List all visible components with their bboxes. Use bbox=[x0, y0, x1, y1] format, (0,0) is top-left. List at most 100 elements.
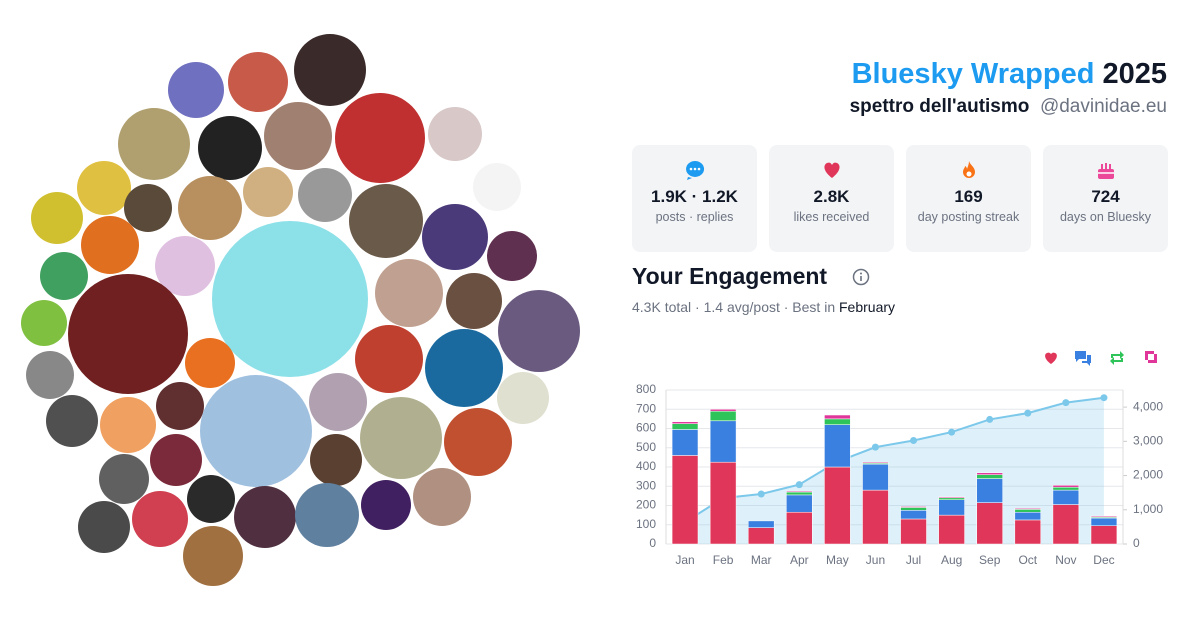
avatar[interactable] bbox=[446, 273, 502, 329]
avatar[interactable] bbox=[212, 221, 368, 377]
avatar[interactable] bbox=[183, 526, 243, 586]
legend-icon bbox=[1110, 351, 1124, 365]
avatar[interactable] bbox=[118, 108, 190, 180]
avatar[interactable] bbox=[243, 167, 293, 217]
avatar[interactable] bbox=[309, 373, 367, 431]
avatar[interactable] bbox=[425, 329, 503, 407]
avatar[interactable] bbox=[168, 62, 224, 118]
avatar[interactable] bbox=[428, 107, 482, 161]
avatar[interactable] bbox=[150, 434, 202, 486]
avatar[interactable] bbox=[349, 184, 423, 258]
bar-segment bbox=[709, 461, 737, 545]
title: Bluesky Wrapped 2025 bbox=[852, 58, 1167, 91]
avatar[interactable] bbox=[444, 408, 512, 476]
y-tick-label: 600 bbox=[636, 421, 656, 435]
avatar[interactable] bbox=[264, 102, 332, 170]
avatar[interactable] bbox=[185, 338, 235, 388]
bar-segment bbox=[938, 514, 965, 545]
title-brand: Bluesky Wrapped bbox=[851, 58, 1095, 90]
stat-card: 724 days on Bluesky bbox=[1043, 145, 1168, 252]
avatar[interactable] bbox=[413, 468, 471, 526]
avatar[interactable] bbox=[40, 252, 88, 300]
stat-value: 1.9K · 1.2K bbox=[651, 187, 738, 206]
avatar[interactable] bbox=[310, 434, 362, 486]
avatar[interactable] bbox=[487, 231, 537, 281]
avatar[interactable] bbox=[360, 397, 442, 479]
bar-segment bbox=[824, 418, 851, 425]
avatar[interactable] bbox=[497, 372, 549, 424]
avatar[interactable] bbox=[99, 454, 149, 504]
avatar[interactable] bbox=[355, 325, 423, 393]
y2-tick-label: 4,000 bbox=[1133, 399, 1163, 413]
bar-segment bbox=[709, 420, 737, 463]
stat-label: days on Bluesky bbox=[1059, 210, 1152, 224]
area bbox=[685, 397, 1104, 544]
avatar[interactable] bbox=[124, 184, 172, 232]
point bbox=[910, 436, 918, 444]
bar-segment bbox=[862, 461, 889, 464]
y2-tick-label: 2,000 bbox=[1133, 468, 1163, 482]
y-tick-label: 200 bbox=[636, 498, 656, 512]
bar-segment bbox=[1090, 517, 1118, 526]
bar-segment bbox=[900, 518, 927, 545]
point bbox=[795, 481, 803, 489]
avatar[interactable] bbox=[198, 116, 262, 180]
avatar-cloud bbox=[21, 34, 580, 586]
avatar[interactable] bbox=[335, 93, 425, 183]
handle[interactable]: @davinidae.eu bbox=[1039, 96, 1167, 117]
x-tick-label: Aug bbox=[941, 553, 962, 567]
point bbox=[757, 490, 765, 498]
avatar[interactable] bbox=[498, 290, 580, 372]
avatar[interactable] bbox=[200, 375, 312, 487]
avatar[interactable] bbox=[375, 259, 443, 327]
x-tick-label: Dec bbox=[1093, 553, 1114, 567]
avatar[interactable] bbox=[473, 163, 521, 211]
bar-segment bbox=[671, 455, 699, 545]
avatar[interactable] bbox=[78, 501, 130, 553]
bar-segment bbox=[900, 506, 927, 508]
icon-likes bbox=[824, 162, 840, 178]
bar-segment bbox=[938, 497, 965, 500]
info-icon[interactable] bbox=[852, 268, 872, 288]
avatar[interactable] bbox=[298, 168, 352, 222]
avatar[interactable] bbox=[234, 486, 296, 548]
x-tick-label: Jul bbox=[906, 553, 921, 567]
bar-segment bbox=[1090, 525, 1118, 545]
avatar[interactable] bbox=[81, 216, 139, 274]
stat-value: 2.8K bbox=[813, 187, 850, 206]
avatar[interactable] bbox=[156, 382, 204, 430]
avatar[interactable] bbox=[155, 236, 215, 296]
bar-segment bbox=[938, 496, 965, 499]
avatar[interactable] bbox=[68, 274, 188, 394]
stat-card: 1.9K · 1.2K posts · replies bbox=[632, 145, 757, 252]
avatar[interactable] bbox=[77, 161, 131, 215]
avatar[interactable] bbox=[361, 480, 411, 530]
avatar[interactable] bbox=[100, 397, 156, 453]
bar-segment bbox=[786, 491, 813, 496]
y2-tick-label: 3,000 bbox=[1133, 434, 1163, 448]
bar-segment bbox=[862, 489, 889, 545]
avatar[interactable] bbox=[187, 475, 235, 523]
point bbox=[1024, 409, 1032, 417]
bar-segment bbox=[709, 410, 737, 422]
bar-segment bbox=[862, 463, 889, 491]
bar-segment bbox=[938, 499, 965, 516]
avatar[interactable] bbox=[26, 351, 74, 399]
avatar[interactable] bbox=[228, 52, 288, 112]
avatar[interactable] bbox=[295, 483, 359, 547]
x-tick-label: Jan bbox=[675, 553, 694, 567]
x-tick-label: Nov bbox=[1055, 553, 1076, 567]
bar-segment bbox=[671, 423, 699, 430]
avatar[interactable] bbox=[21, 300, 67, 346]
avatar[interactable] bbox=[31, 192, 83, 244]
avatar[interactable] bbox=[46, 395, 98, 447]
avatar[interactable] bbox=[178, 176, 242, 240]
avatar[interactable] bbox=[294, 34, 366, 106]
avatar[interactable] bbox=[132, 491, 188, 547]
x-tick-label: Oct bbox=[1018, 553, 1037, 567]
bar-segment bbox=[976, 478, 1003, 503]
avatar[interactable] bbox=[422, 204, 488, 270]
y-tick-label: 500 bbox=[636, 440, 656, 454]
chart: 0 100 200 300 400 500 600 700 800 0 1,000 2,000 3,00… bbox=[636, 351, 1163, 567]
icon-streak bbox=[963, 161, 975, 178]
